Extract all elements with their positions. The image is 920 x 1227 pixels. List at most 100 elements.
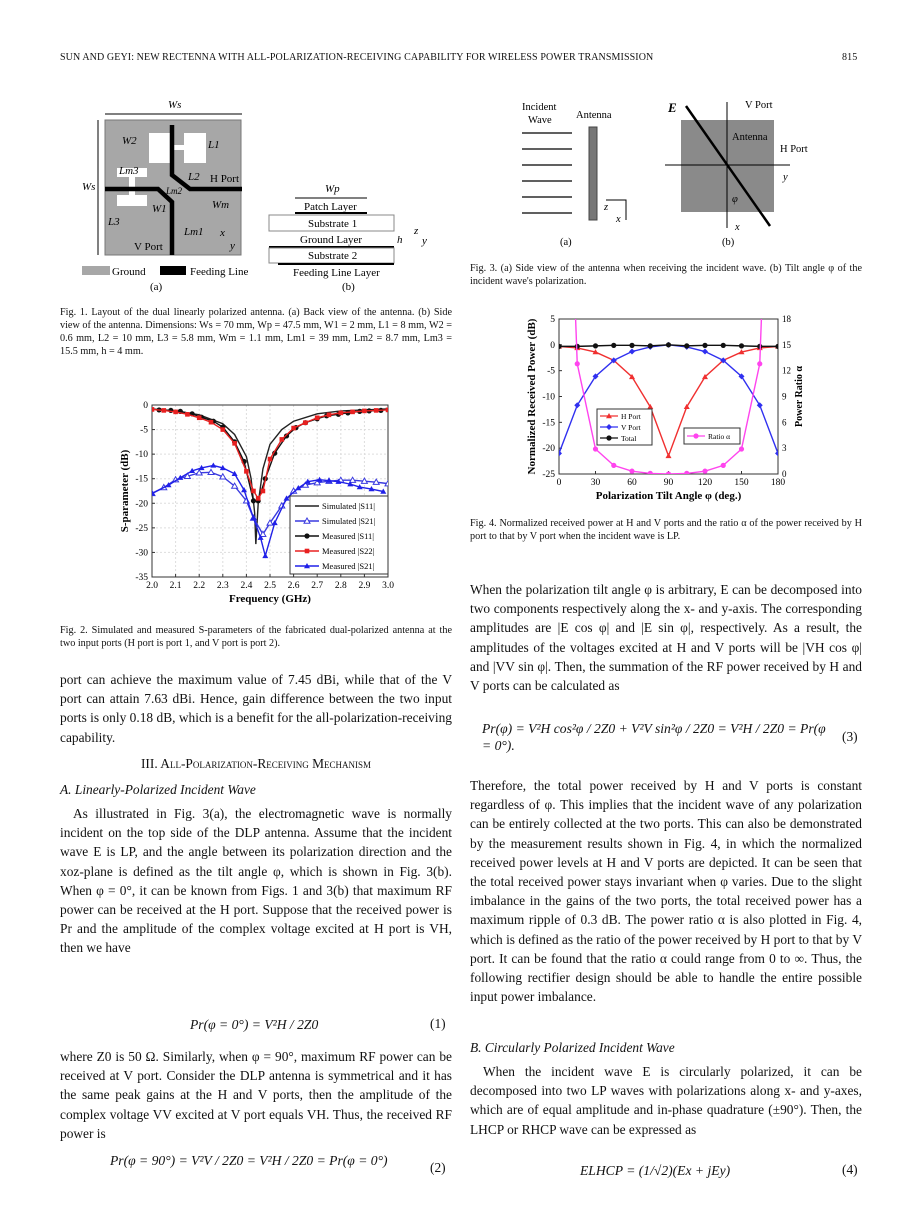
y-tick-label: -25	[542, 470, 555, 480]
figure-3-caption: Fig. 3. (a) Side view of the antenna whe…	[470, 263, 862, 287]
data-point	[208, 419, 214, 425]
y2-axis-label: Power Ratio α	[794, 366, 805, 427]
page-number: 815	[842, 52, 858, 63]
legend-label: H Port	[621, 412, 642, 421]
x-tick-label: 0	[557, 478, 562, 488]
y-tick-label: -20	[135, 499, 148, 509]
figure-1-antenna-layout: Ws Ws W2 L1 Lm3 L2 H Port Lm2 W1 Wm L3 Lm1 V …	[82, 99, 427, 293]
data-point	[720, 357, 727, 364]
data-point	[314, 415, 320, 421]
label-h-port: H Port	[210, 173, 239, 185]
data-point	[360, 477, 369, 484]
data-point	[684, 343, 690, 349]
legend-marker	[304, 548, 310, 554]
data-point	[259, 530, 267, 537]
incident-wave-arrows	[522, 132, 572, 214]
data-point	[592, 343, 599, 349]
data-point	[380, 488, 387, 494]
data-point	[775, 343, 778, 349]
label-wave: Wave	[528, 115, 552, 126]
x-tick-label: 2.5	[264, 581, 276, 591]
label-w2: W2	[122, 135, 137, 147]
label-lm1: Lm1	[183, 226, 204, 238]
x-tick-label: 2.4	[240, 581, 252, 591]
feeding-line-h	[169, 125, 242, 192]
data-point	[304, 478, 311, 484]
data-point	[592, 446, 599, 452]
data-point	[250, 515, 257, 521]
legend-label: Total	[621, 434, 636, 443]
label-y: y	[229, 240, 235, 252]
data-point	[592, 373, 599, 380]
running-title: SUN AND GEYI: NEW RECTENNA WITH ALL-POLA…	[60, 52, 654, 63]
data-point	[629, 348, 635, 355]
y2-tick-label: 3	[782, 443, 787, 453]
legend-label: Simulated |S11|	[322, 501, 375, 511]
data-point	[738, 349, 745, 355]
label-y-side: y	[421, 235, 427, 247]
data-point	[702, 348, 708, 355]
data-point	[271, 519, 278, 526]
x-tick-label: 180	[771, 478, 786, 488]
equation-4: ELHCP = (1/√2)(Ex + jEy)	[580, 1163, 731, 1178]
data-point	[291, 425, 296, 431]
legend-feed-swatch	[160, 266, 186, 275]
data-point	[152, 407, 155, 412]
label-v-port: V Port	[745, 100, 773, 111]
data-point	[720, 342, 726, 348]
x-tick-label: 30	[591, 478, 601, 488]
data-point	[316, 476, 323, 482]
figure-1-caption: Fig. 1. Layout of the dual linearly pola…	[60, 307, 452, 357]
equation-3: Pr(φ) = V²H cos²φ / 2Z0 + V²V sin²φ / 2Z…	[482, 721, 826, 753]
paragraph-arbitrary-tilt: When the polarization tilt angle φ is ar…	[470, 582, 862, 694]
data-point	[326, 477, 332, 483]
data-point	[757, 361, 763, 367]
data-point	[279, 437, 285, 442]
data-point	[338, 410, 344, 416]
label-e: E	[667, 100, 677, 115]
data-point	[262, 552, 269, 559]
equation-2: Pr(φ = 90°) = V²V / 2Z0 = V²H / 2Z0 = Pr…	[110, 1153, 388, 1168]
data-point	[303, 420, 308, 425]
legend-label: V Port	[621, 423, 642, 432]
data-point	[684, 470, 690, 474]
subfig-b-label: (b)	[342, 281, 355, 293]
data-point	[385, 407, 388, 413]
data-point	[574, 402, 581, 409]
x-tick-label: 2.3	[217, 581, 229, 591]
label-substrate-2: Substrate 2	[308, 250, 357, 262]
data-point	[756, 402, 763, 409]
label-substrate-1: Substrate 1	[308, 218, 357, 230]
legend-label: Measured |S11|	[322, 531, 374, 541]
label-patch-layer: Patch Layer	[304, 201, 357, 213]
legend-marker	[606, 413, 612, 419]
y-tick-label: 5	[550, 315, 555, 325]
y-tick-label: -25	[135, 524, 148, 534]
y2-tick-label: 15	[782, 340, 792, 350]
label-l2: L2	[187, 171, 200, 183]
data-point	[702, 373, 708, 380]
legend-label: Ratio α	[708, 432, 730, 441]
data-point	[738, 373, 745, 380]
legend-feed: Feeding Line	[190, 266, 248, 278]
data-point	[207, 468, 215, 476]
y-axis-label: Normalized Received Power (dB)	[526, 318, 538, 474]
data-point	[219, 464, 226, 471]
x-tick-label: 2.0	[146, 581, 158, 591]
section-heading-iii: III. All-Polarization-Receiving Mechanis…	[140, 756, 372, 771]
label-ws-top: Ws	[168, 99, 181, 111]
data-point	[250, 498, 257, 504]
data-point	[313, 478, 322, 486]
subsection-heading-b: B. Circularly Polarized Incident Wave	[470, 1040, 675, 1055]
series-3	[574, 319, 763, 474]
label-x-a: x	[615, 214, 621, 225]
y-tick-label: 0	[550, 341, 555, 351]
series-4	[152, 462, 387, 559]
data-point	[183, 472, 192, 479]
series-line	[559, 345, 778, 458]
label-l1: L1	[207, 139, 220, 151]
y2-tick-label: 9	[782, 392, 787, 402]
equation-3-number: (3)	[842, 729, 858, 744]
legend-marker	[303, 516, 311, 524]
legend-marker	[304, 563, 310, 569]
